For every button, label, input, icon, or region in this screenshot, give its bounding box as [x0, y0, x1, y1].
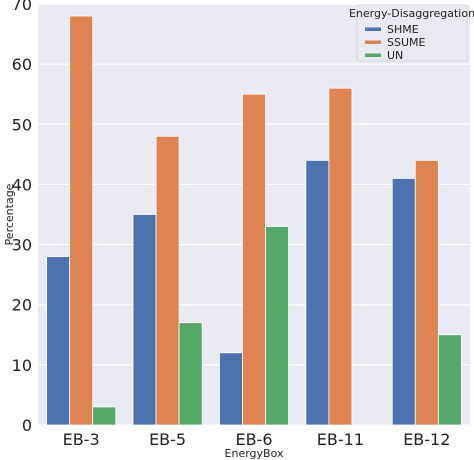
bar-ssume-eb-12: [414, 159, 439, 426]
x-tick-label: EB-5: [149, 430, 186, 449]
y-axis-ticks: 0 10 20 30 40 50 60 70: [12, 0, 32, 435]
x-tick-label: EB-6: [235, 430, 272, 449]
bar-un-eb-3: [92, 406, 117, 426]
legend-label-shme: SHME: [387, 23, 419, 36]
legend-label-ssume: SSUME: [387, 36, 426, 49]
x-axis-ticks: EB-3 EB-5 EB-6 EB-11 EB-12: [63, 430, 451, 449]
bar-shme-eb-11: [305, 159, 330, 426]
y-tick-label: 0: [22, 416, 32, 435]
bar-shme-eb-6: [219, 352, 243, 426]
y-tick-label: 10: [12, 356, 32, 375]
y-tick-label: 50: [12, 115, 32, 134]
bar-ssume-eb-11: [328, 87, 353, 426]
y-tick-label: 20: [12, 296, 32, 315]
bar-shme-eb-3: [46, 256, 71, 426]
bar-ssume-eb-3: [69, 15, 94, 426]
y-axis-label: Percentage: [3, 183, 16, 245]
x-axis-label: EnergyBox: [225, 447, 284, 460]
legend-label-un: UN: [387, 49, 403, 62]
bar-un-eb-5: [178, 322, 203, 426]
x-tick-label: EB-3: [63, 430, 100, 449]
x-tick-label: EB-11: [317, 430, 364, 449]
bar-un-eb-6: [265, 226, 289, 426]
legend-title: Energy-Disaggregation: [349, 7, 474, 20]
bar-un-eb-12: [437, 334, 462, 426]
legend-swatch-un: [365, 53, 381, 57]
legend-swatch-shme: [365, 27, 381, 31]
y-tick-label: 40: [12, 175, 32, 194]
bar-ssume-eb-6: [242, 93, 266, 426]
legend-box: [356, 4, 468, 62]
bar-ssume-eb-5: [155, 135, 180, 426]
y-tick-label: 70: [12, 0, 32, 14]
bar-shme-eb-12: [391, 178, 416, 426]
bar-shme-eb-5: [132, 214, 157, 426]
legend-swatch-ssume: [365, 40, 381, 44]
bars: [46, 15, 462, 426]
y-tick-label: 30: [12, 236, 32, 255]
x-tick-label: EB-12: [403, 430, 450, 449]
y-tick-label: 60: [12, 55, 32, 74]
